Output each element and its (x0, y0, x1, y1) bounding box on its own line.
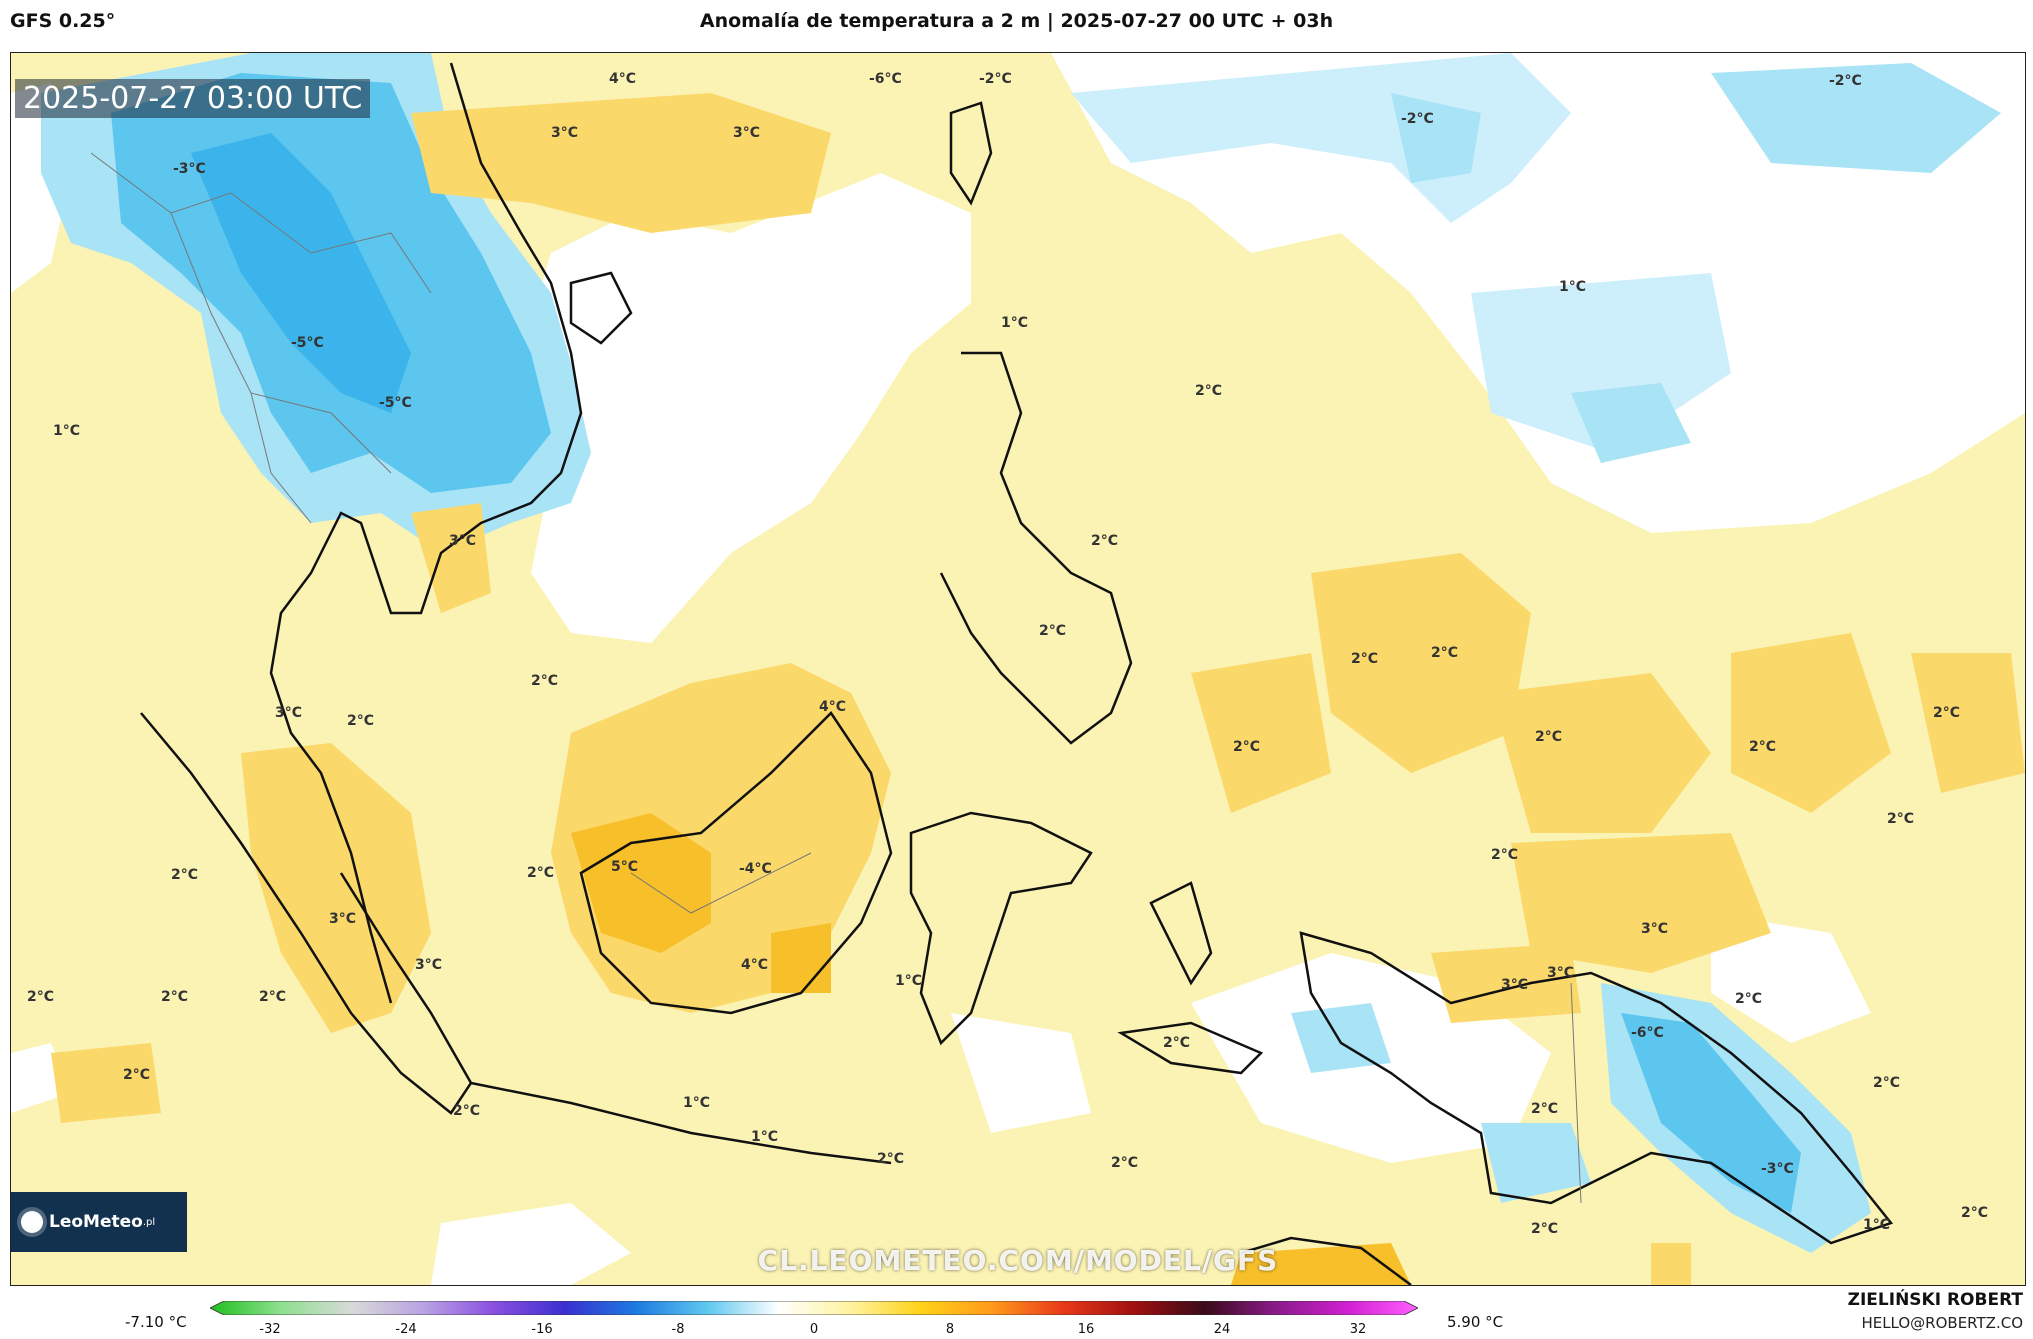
anomaly-label: 3°C (1641, 921, 1669, 937)
anomaly-label: 2°C (1431, 645, 1459, 661)
anomaly-label: 2°C (1195, 383, 1223, 399)
anomaly-label: 2°C (1735, 991, 1763, 1007)
logo-text: LeoMeteo (49, 1212, 143, 1232)
anomaly-label: 2°C (1491, 847, 1519, 863)
anomaly-label: -2°C (979, 71, 1012, 87)
anomaly-label: 2°C (1091, 533, 1119, 549)
colorbar-tick-label: 24 (1213, 1322, 1231, 1337)
colorbar-tick-label: -32 (259, 1322, 281, 1337)
anomaly-label: 3°C (733, 125, 761, 141)
anomaly-label: 1°C (1863, 1217, 1891, 1233)
anomaly-label: -2°C (1401, 111, 1434, 127)
anomaly-label: 2°C (259, 989, 287, 1005)
anomaly-label: 2°C (877, 1151, 905, 1167)
model-label: GFS 0.25° (10, 10, 116, 32)
leometeo-logo: LeoMeteo .pl (11, 1192, 187, 1252)
anomaly-label: 2°C (1961, 1205, 1989, 1221)
temperature-anomaly-map: 2025-07-27 03:00 UTC 4°C -6°C -2°C 3°C 3°C -3… (10, 52, 2026, 1286)
valid-time-label: 2025-07-27 03:00 UTC (15, 79, 371, 118)
colorbar-tick-label: -24 (395, 1322, 417, 1337)
coastlines (140, 62, 1894, 1285)
anomaly-label: 2°C (1531, 1221, 1559, 1237)
anomaly-label: -6°C (1631, 1025, 1664, 1041)
anomaly-label: -5°C (379, 395, 412, 411)
anomaly-label: -2°C (1829, 73, 1862, 89)
anomaly-label: 2°C (1351, 651, 1379, 667)
anomaly-label: 3°C (1547, 965, 1575, 981)
anomaly-label: 3°C (415, 957, 443, 973)
anomaly-label: 2°C (1933, 705, 1961, 721)
colorbar-tick-label: 16 (1077, 1322, 1095, 1337)
anomaly-label: 3°C (329, 911, 357, 927)
sun-icon (21, 1211, 43, 1233)
anomaly-label: 2°C (527, 865, 555, 881)
colorbar (210, 1301, 1418, 1315)
anomaly-label: 2°C (1111, 1155, 1139, 1171)
anomaly-label: 2°C (161, 989, 189, 1005)
colorbar-min-label: -7.10 °C (125, 1313, 187, 1331)
anomaly-label: 2°C (27, 989, 55, 1005)
anomaly-label: 1°C (895, 973, 923, 989)
anomaly-label: 3°C (275, 705, 303, 721)
anomaly-label: 2°C (347, 713, 375, 729)
author-name: ZIELIŃSKI ROBERT (1847, 1290, 2023, 1310)
anomaly-label: 2°C (1531, 1101, 1559, 1117)
anomaly-label: 1°C (1559, 279, 1587, 295)
anomaly-label: 2°C (453, 1103, 481, 1119)
colorbar-tick-label: 0 (809, 1322, 819, 1337)
colorbar-tick-label: 8 (945, 1322, 955, 1337)
anomaly-label: 3°C (551, 125, 579, 141)
anomaly-label: 2°C (1163, 1035, 1191, 1051)
anomaly-label: 2°C (123, 1067, 151, 1083)
anomaly-label: 2°C (1887, 811, 1915, 827)
anomaly-label: 4°C (609, 71, 637, 87)
anomaly-label: -3°C (173, 161, 206, 177)
colorbar-tick-label: -8 (671, 1322, 685, 1337)
map-canvas (11, 53, 2025, 1285)
anomaly-label: -3°C (1761, 1161, 1794, 1177)
anomaly-label: 2°C (1873, 1075, 1901, 1091)
colorbar-tick-label: 32 (1349, 1322, 1367, 1337)
anomaly-label: 2°C (1039, 623, 1067, 639)
anomaly-label: 1°C (751, 1129, 779, 1145)
map-title: Anomalía de temperatura a 2 m | 2025-07-… (699, 10, 1334, 32)
borders (90, 152, 1582, 1204)
anomaly-label: -4°C (739, 861, 772, 877)
anomaly-label: 4°C (741, 957, 769, 973)
anomaly-label: 3°C (449, 533, 477, 549)
anomaly-label: 2°C (1233, 739, 1261, 755)
anomaly-label: -5°C (291, 335, 324, 351)
colorbar-tick-label: -16 (531, 1322, 553, 1337)
cold-anomaly-areas (41, 53, 2001, 1253)
anomaly-label: 3°C (1501, 977, 1529, 993)
anomaly-label: 2°C (171, 867, 199, 883)
anomaly-label: -6°C (869, 71, 902, 87)
anomaly-label: 2°C (1749, 739, 1777, 755)
colorbar-max-label: 5.90 °C (1447, 1313, 1504, 1331)
anomaly-label: 4°C (819, 699, 847, 715)
anomaly-label: 1°C (683, 1095, 711, 1111)
logo-suffix: .pl (142, 1216, 156, 1228)
anomaly-label: 5°C (611, 859, 639, 875)
anomaly-label: 1°C (53, 423, 81, 439)
author-email: HELLO@ROBERTZ.CO (1861, 1314, 2023, 1332)
anomaly-label: 2°C (1535, 729, 1563, 745)
warm-anomaly-areas (51, 93, 2025, 1285)
watermark-url: CL.LEOMETEO.COM/MODEL/GFS (757, 1244, 1279, 1277)
anomaly-label: 2°C (531, 673, 559, 689)
anomaly-label: 1°C (1001, 315, 1029, 331)
